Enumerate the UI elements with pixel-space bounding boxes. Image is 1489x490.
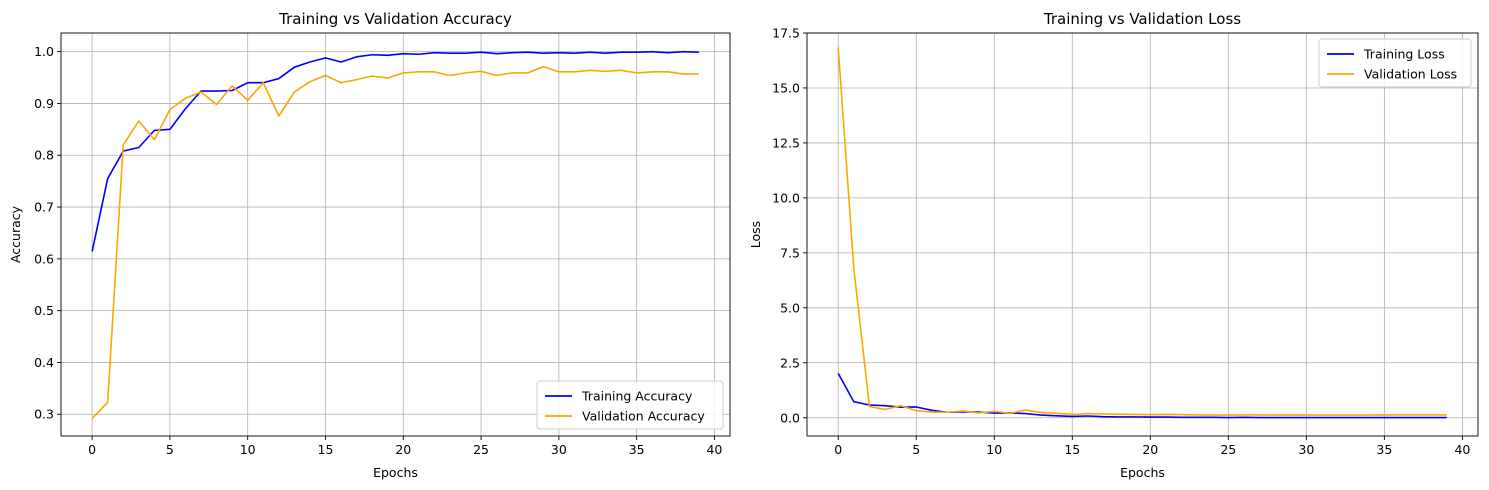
x-tick-label: 20 xyxy=(395,442,411,457)
x-tick-label: 30 xyxy=(551,442,567,457)
x-tick-label: 0 xyxy=(88,442,96,457)
x-tick-label: 35 xyxy=(629,442,645,457)
chart-title: Training vs Validation Loss xyxy=(1043,10,1241,28)
x-tick-label: 40 xyxy=(1454,442,1470,457)
x-axis-label: Epochs xyxy=(1120,465,1165,480)
x-tick-label: 20 xyxy=(1142,442,1158,457)
axes-frame xyxy=(806,32,1479,437)
x-tick-label: 40 xyxy=(706,442,722,457)
x-tick-label: 10 xyxy=(240,442,256,457)
legend-label: Validation Loss xyxy=(1364,67,1457,82)
x-axis-label: Epochs xyxy=(373,465,418,480)
legend: Training Accuracy Validation Accuracy xyxy=(536,380,724,430)
grid xyxy=(61,33,730,436)
y-tick-label: 17.5 xyxy=(772,26,800,41)
y-axis-label: Loss xyxy=(748,221,763,248)
y-tick-label: 1.0 xyxy=(34,44,54,59)
y-tick-label: 0.9 xyxy=(34,96,54,111)
y-tick-label: 0.8 xyxy=(34,148,54,163)
x-tick-label: 5 xyxy=(912,442,920,457)
y-tick-label: 12.5 xyxy=(772,135,800,150)
y-tick-label: 0.3 xyxy=(34,407,54,422)
legend-box xyxy=(1318,38,1472,88)
x-tick-label: 15 xyxy=(1064,442,1080,457)
y-tick-label: 7.5 xyxy=(780,245,800,260)
series-line-training-loss xyxy=(837,372,1447,419)
x-tick-label: 10 xyxy=(986,442,1002,457)
legend-label: Training Loss xyxy=(1363,47,1445,62)
y-tick-label: 10.0 xyxy=(772,190,800,205)
x-tick-label: 30 xyxy=(1298,442,1314,457)
series-line-validation-accuracy xyxy=(91,65,699,419)
axes-frame xyxy=(60,32,731,437)
x-tick-label: 25 xyxy=(473,442,489,457)
y-axis-label: Accuracy xyxy=(8,205,23,263)
y-tick-label: 15.0 xyxy=(772,80,800,95)
chart-title: Training vs Validation Accuracy xyxy=(278,10,512,28)
y-tick-label: 0.7 xyxy=(34,200,54,215)
legend-label: Validation Accuracy xyxy=(582,409,705,424)
x-tick-label: 35 xyxy=(1376,442,1392,457)
chart-panel-accuracy: 0 5 10 15 20 25 30 35 40 0.3 0.4 0.5 0.6 0.7 0.8 0.9 1.0… xyxy=(8,10,731,480)
y-tick-label: 2.5 xyxy=(780,355,800,370)
x-tick-label: 5 xyxy=(166,442,174,457)
chart-panel-loss: 0 5 10 15 20 25 30 35 40 0.0 2.5 5.0 7.5 10.0 12.5 15.0… xyxy=(748,10,1479,480)
x-tick-label: 15 xyxy=(318,442,334,457)
legend-box xyxy=(536,380,724,430)
y-tick-label: 5.0 xyxy=(780,300,800,315)
series-line-validation-loss xyxy=(837,47,1447,416)
legend-label: Training Accuracy xyxy=(581,389,693,404)
y-tick-label: 0.4 xyxy=(34,355,54,370)
y-tick-label: 0.0 xyxy=(780,410,800,425)
y-tick-label: 0.5 xyxy=(34,303,54,318)
x-tick-label: 0 xyxy=(834,442,842,457)
legend: Training Loss Validation Loss xyxy=(1318,38,1472,88)
series-line-training-accuracy xyxy=(91,50,699,252)
grid xyxy=(807,32,1478,436)
y-tick-label: 0.6 xyxy=(34,251,54,266)
x-tick-label: 25 xyxy=(1220,442,1236,457)
